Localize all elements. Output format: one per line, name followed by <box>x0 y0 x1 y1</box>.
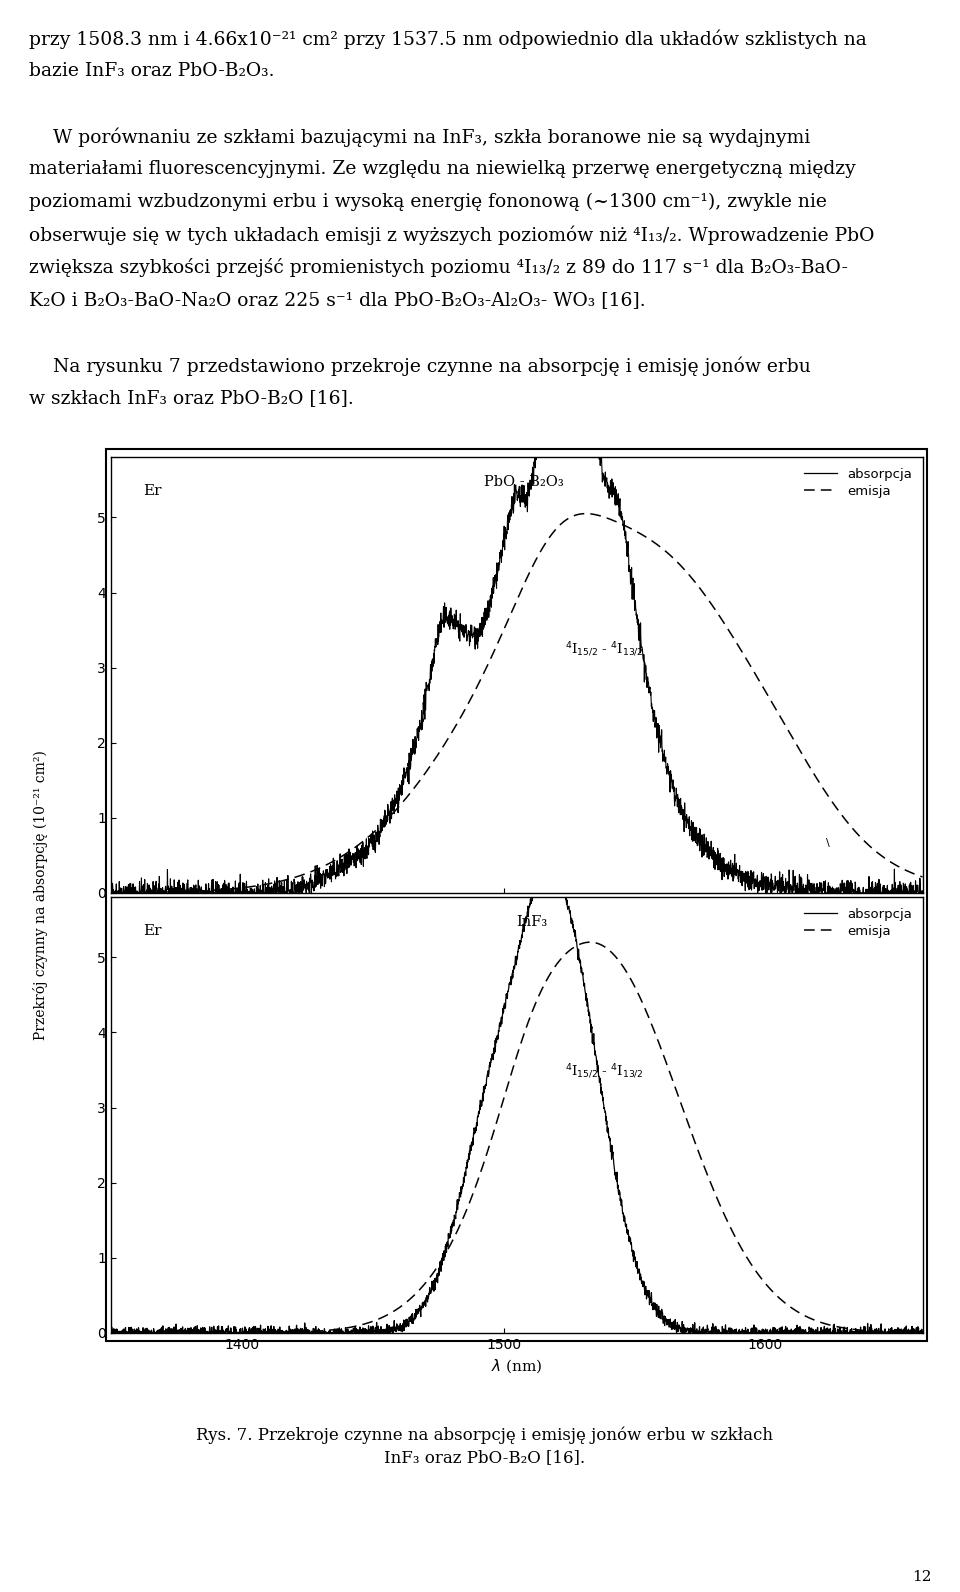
Text: poziomami wzbudzonymi erbu i wysoką energię fononową (~1300 cm⁻¹), zwykle nie: poziomami wzbudzonymi erbu i wysoką ener… <box>29 193 827 212</box>
Text: Na rysunku 7 przedstawiono przekroje czynne na absorpcję i emisję jonów erbu: Na rysunku 7 przedstawiono przekroje czy… <box>29 357 810 376</box>
Text: InF₃: InF₃ <box>516 915 548 928</box>
Text: $^4$I$_{15/2}$ - $^4$I$_{13/2}$: $^4$I$_{15/2}$ - $^4$I$_{13/2}$ <box>565 1063 644 1081</box>
Text: Przekrój czynny na absorpcję (10⁻²¹ cm²): Przekrój czynny na absorpcję (10⁻²¹ cm²) <box>34 750 48 1040</box>
Text: Rys. 7. Przekroje czynne na absorpcję i emisję jonów erbu w szkłach
InF₃ oraz Pb: Rys. 7. Przekroje czynne na absorpcję i … <box>196 1426 774 1466</box>
Legend: absorpcja, emisja: absorpcja, emisja <box>800 904 916 942</box>
Text: Er: Er <box>143 484 162 498</box>
Text: PbO - B₂O₃: PbO - B₂O₃ <box>484 474 564 489</box>
Text: przy 1508.3 nm i 4.66x10⁻²¹ cm² przy 1537.5 nm odpowiednio dla układów szklistyc: przy 1508.3 nm i 4.66x10⁻²¹ cm² przy 153… <box>29 29 867 48</box>
Legend: absorpcja, emisja: absorpcja, emisja <box>800 463 916 501</box>
Text: 12: 12 <box>912 1570 931 1584</box>
Text: $\mathregular{\backslash}$: $\mathregular{\backslash}$ <box>826 836 831 849</box>
X-axis label: $\lambda$ (nm): $\lambda$ (nm) <box>491 1356 542 1375</box>
Text: K₂O i B₂O₃-BaO-Na₂O oraz 225 s⁻¹ dla PbO-B₂O₃-Al₂O₃- WO₃ [16].: K₂O i B₂O₃-BaO-Na₂O oraz 225 s⁻¹ dla PbO… <box>29 291 645 309</box>
Text: bazie InF₃ oraz PbO-B₂O₃.: bazie InF₃ oraz PbO-B₂O₃. <box>29 62 275 80</box>
Text: obserwuje się w tych układach emisji z wyższych poziomów niż ⁴I₁₃/₂. Wprowadzeni: obserwuje się w tych układach emisji z w… <box>29 226 875 245</box>
Text: $^4$I$_{15/2}$ - $^4$I$_{13/2}$: $^4$I$_{15/2}$ - $^4$I$_{13/2}$ <box>565 640 644 659</box>
Text: Er: Er <box>143 923 162 938</box>
Text: zwiększa szybkości przejść promienistych poziomu ⁴I₁₃/₂ z 89 do 117 s⁻¹ dla B₂O₃: zwiększa szybkości przejść promienistych… <box>29 258 848 277</box>
Text: w szkłach InF₃ oraz PbO-B₂O [16].: w szkłach InF₃ oraz PbO-B₂O [16]. <box>29 390 353 408</box>
Text: materiałami fluorescencyjnymi. Ze względu na niewielką przerwę energetyczną międ: materiałami fluorescencyjnymi. Ze względ… <box>29 161 855 178</box>
Text: W porównaniu ze szkłami bazującymi na InF₃, szkła boranowe nie są wydajnymi: W porównaniu ze szkłami bazującymi na In… <box>29 127 810 146</box>
